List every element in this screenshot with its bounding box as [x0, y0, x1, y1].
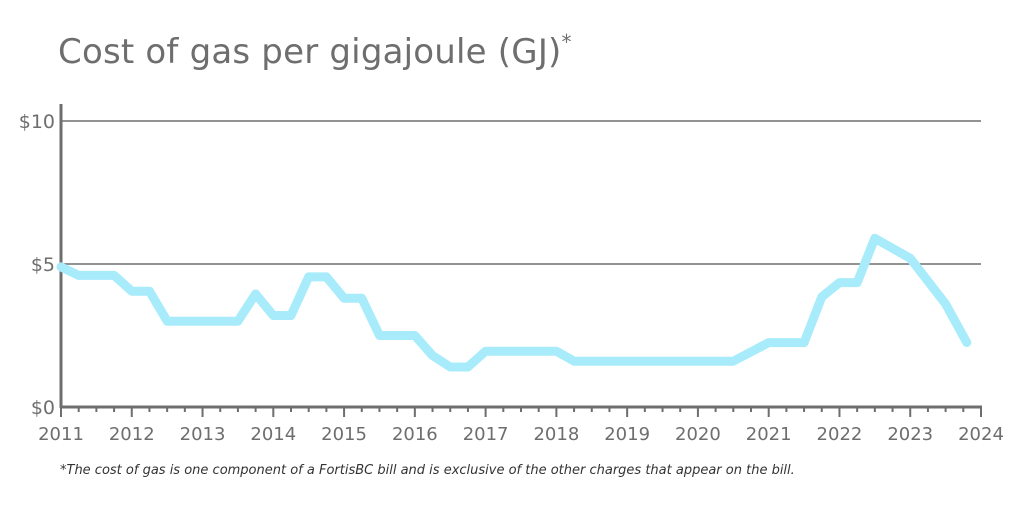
x-tick-label: 2020: [675, 424, 721, 445]
x-tick-label: 2024: [958, 424, 1004, 445]
x-tick-label: 2023: [887, 424, 933, 445]
series-line-0: [56, 233, 972, 372]
footnote: *The cost of gas is one component of a F…: [60, 463, 795, 478]
x-tick-label: 2016: [392, 424, 438, 445]
x-tick-label: 2015: [321, 424, 367, 445]
y-tick-label: $5: [31, 254, 55, 276]
x-tick-label: 2021: [746, 424, 792, 445]
x-tick-label: 2011: [38, 424, 84, 445]
x-tick-label: 2018: [533, 424, 579, 445]
title-footnote-mark: *: [561, 30, 572, 54]
axes: [59, 104, 982, 417]
series-group: [56, 233, 972, 372]
gridlines: [61, 120, 981, 265]
x-tick-label: 2013: [180, 424, 226, 445]
chart-title-text: Cost of gas per gigajoule (GJ): [58, 32, 562, 72]
x-tick-label: 2012: [109, 424, 155, 445]
chart-title: Cost of gas per gigajoule (GJ)*: [58, 30, 572, 72]
x-tick-label: 2022: [817, 424, 863, 445]
x-tick-label: 2019: [604, 424, 650, 445]
y-tick-label: $10: [19, 111, 55, 133]
x-tick-label: 2017: [463, 424, 509, 445]
y-tick-labels: $0 $5 $10: [19, 111, 55, 419]
x-tick-label: 2014: [250, 424, 296, 445]
x-tick-labels: 2011 2012 2013 2014 2015 2016 2017 2018 2019 2020…: [38, 424, 1004, 445]
y-tick-label: $0: [31, 397, 55, 419]
